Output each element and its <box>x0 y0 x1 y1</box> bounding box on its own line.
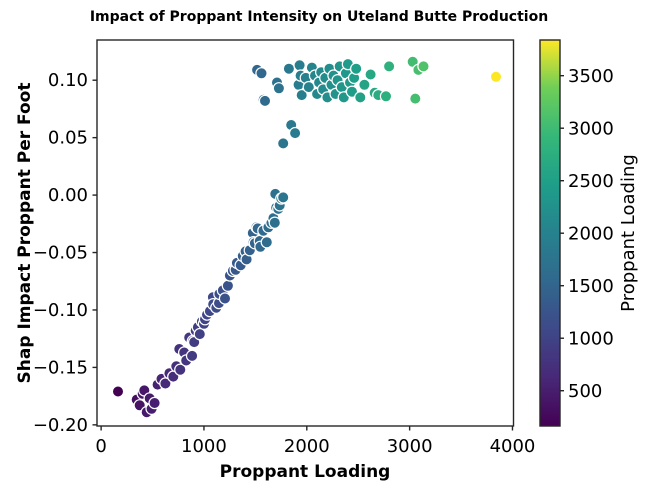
scatter-point <box>409 92 422 105</box>
scatter-point <box>111 385 125 398</box>
colorbar-tick-label: 2000 <box>568 224 614 245</box>
scatter-point <box>364 68 377 81</box>
scatter-point <box>417 60 430 73</box>
scatter-point <box>354 91 367 104</box>
x-tick-label: 1000 <box>181 436 227 457</box>
y-axis-label: Shap Impact Proppant Per Foot <box>15 83 35 384</box>
scatter-point <box>379 90 393 103</box>
scatter-point <box>282 62 296 75</box>
y-axis-ticks: 0.10 0.05 0.00 −0.05 −0.10 −0.15 −0.20 <box>33 70 97 436</box>
scatter-point <box>358 78 371 92</box>
scatter-points <box>111 55 503 419</box>
plot-frame <box>96 39 515 427</box>
scatter-point <box>174 363 187 376</box>
scatter-point <box>272 82 286 95</box>
scatter-point <box>277 137 290 150</box>
colorbar <box>539 39 561 427</box>
scatter-point <box>350 62 363 75</box>
scatter-point <box>293 59 306 72</box>
y-tick-label: −0.10 <box>33 300 88 321</box>
colorbar-tick-label: 3500 <box>568 66 614 87</box>
scatter-point <box>382 60 396 73</box>
scatter-point <box>295 88 308 102</box>
scatter-point <box>268 216 281 229</box>
scatter-point <box>260 235 273 249</box>
scatter-point <box>221 279 235 292</box>
scatter-point <box>489 70 503 84</box>
x-tick-label: 4000 <box>490 436 536 457</box>
y-tick-label: 0.05 <box>48 128 88 149</box>
colorbar-tick-label: 2500 <box>568 171 614 192</box>
x-tick-label: 0 <box>95 436 106 457</box>
colorbar-label: Proppant Loading <box>618 154 639 312</box>
y-tick-label: −0.15 <box>33 357 88 378</box>
colorbar-ticks: 500 1000 1500 2000 2500 3000 3500 <box>560 66 614 402</box>
scatter-point <box>148 396 161 410</box>
y-tick-label: 0.00 <box>48 185 88 206</box>
scatter-point <box>288 126 302 140</box>
x-tick-label: 2000 <box>284 436 330 457</box>
x-tick-label: 3000 <box>387 436 433 457</box>
scatter-point <box>302 80 315 94</box>
colorbar-tick-label: 3000 <box>568 119 614 140</box>
y-tick-label: −0.20 <box>33 415 88 436</box>
colorbar-tick-label: 1500 <box>568 276 614 297</box>
x-axis-ticks: 0 1000 2000 3000 4000 <box>95 426 535 457</box>
y-tick-label: −0.05 <box>33 243 88 264</box>
x-axis-label: Proppant Loading <box>220 462 391 482</box>
scatter-point <box>193 327 206 341</box>
scatter-point <box>258 94 272 108</box>
scatter-point <box>277 191 290 204</box>
colorbar-tick-label: 1000 <box>568 329 614 350</box>
colorbar-tick-label: 500 <box>568 381 602 402</box>
scatter-point <box>255 67 268 80</box>
chart-title: Impact of Proppant Intensity on Uteland … <box>90 9 548 25</box>
scatter-point <box>185 349 199 363</box>
y-tick-label: 0.10 <box>48 70 88 91</box>
scatter-point <box>218 292 232 305</box>
scatter-point <box>345 85 359 98</box>
